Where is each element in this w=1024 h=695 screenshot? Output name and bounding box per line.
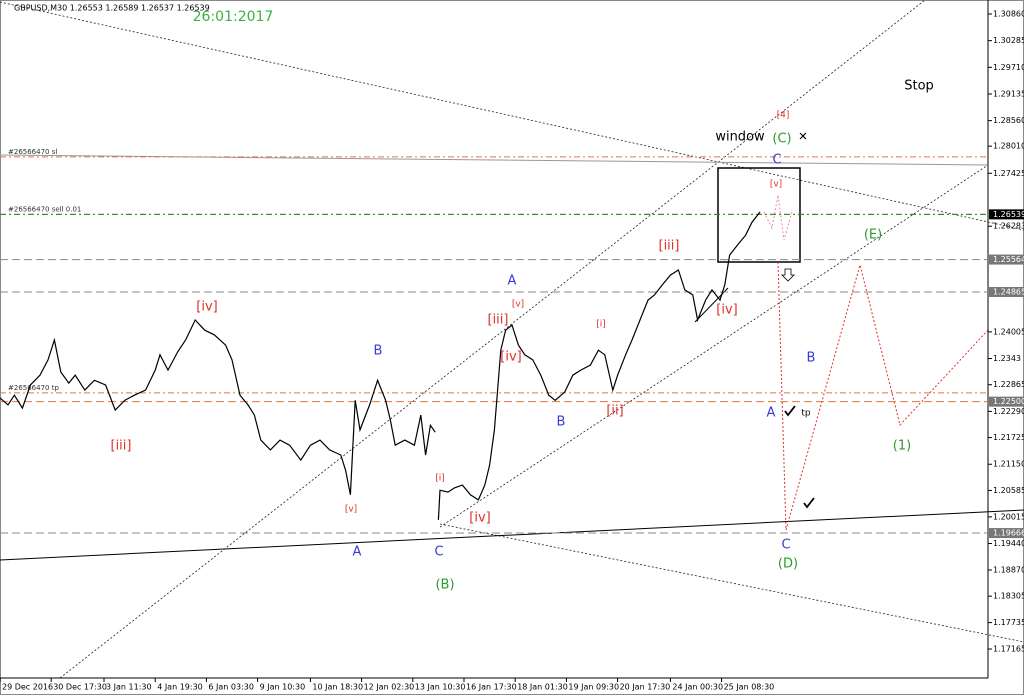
y-tick-label: 1.27425 [993, 169, 1024, 178]
wave-label: [iii] [111, 439, 132, 454]
trend-line [0, 1, 1024, 231]
y-tick-label: 1.24005 [993, 327, 1024, 336]
wave-label: C [781, 538, 790, 553]
level-label: 1.25564 [993, 255, 1024, 264]
level-badge [989, 209, 1024, 220]
wave-label: [v] [345, 505, 357, 515]
wave-label: B [557, 415, 566, 430]
wave-label: [4] [777, 111, 790, 121]
trend-line [439, 523, 1024, 643]
level-badge [989, 396, 1024, 407]
y-tick-label: 1.22865 [993, 380, 1024, 389]
wave-label: [i] [435, 474, 445, 484]
cross-icon [799, 132, 807, 140]
wave-label: B [807, 351, 816, 366]
wave-label: C [772, 153, 781, 168]
wave-label: window [715, 130, 765, 145]
y-tick-label: 1.20015 [993, 512, 1024, 521]
wave-label: (D) [778, 557, 798, 572]
y-tick-label: 1.26283 [993, 222, 1024, 231]
x-tick-label: 25 Jan 08:30 [724, 683, 775, 692]
x-tick-label: 4 Jan 19:30 [157, 683, 203, 692]
wave-label: A [508, 274, 517, 289]
wave-label: A [767, 406, 776, 421]
y-tick-label: 1.30860 [993, 10, 1024, 19]
check-icon [784, 405, 796, 417]
y-tick-label: 1.2343 [993, 354, 1021, 363]
x-tick-label: 24 Jan 00:30 [672, 683, 723, 692]
wave-label: (1) [893, 439, 911, 454]
y-tick-label: 1.17165 [993, 645, 1024, 654]
y-tick-label: 1.18305 [993, 592, 1024, 601]
level-badge [989, 254, 1024, 265]
y-tick-label: 1.20585 [993, 486, 1024, 495]
x-tick-label: 19 Jan 09:30 [568, 683, 619, 692]
y-tick-label: 1.29135 [993, 89, 1024, 98]
level-badge [989, 528, 1024, 539]
y-tick-label: 1.30285 [993, 36, 1024, 45]
x-tick-label: 20 Jan 17:30 [620, 683, 671, 692]
wave-label: [iv] [500, 350, 521, 365]
wave-label: [v] [512, 300, 524, 310]
chart-title: GBPUSD,M30 1.26553 1.26589 1.26537 1.265… [14, 4, 210, 13]
x-tick-label: 6 Jan 03:30 [208, 683, 254, 692]
x-tick-label: 13 Jan 10:30 [415, 683, 466, 692]
wave-label: (B) [435, 578, 454, 593]
x-tick-label: 29 Dec 2016 [2, 683, 53, 692]
channel-line [59, 0, 926, 679]
x-tick-label: 18 Jan 01:30 [517, 683, 568, 692]
level-label: 1.19666 [993, 529, 1024, 538]
arrow-icon [781, 268, 795, 282]
level-label: 1.22500 [993, 397, 1024, 406]
wave-label: [iii] [659, 239, 680, 254]
check-icon [803, 497, 815, 509]
y-tick-label: 1.29710 [993, 63, 1024, 72]
wave-label: (E) [864, 228, 882, 243]
wave-label: [iv] [469, 511, 490, 526]
wave-label: [iii] [488, 313, 509, 328]
wave-label: Stop [904, 79, 934, 94]
price-line [0, 211, 761, 520]
y-tick-label: 1.19440 [993, 539, 1024, 548]
y-tick-label: 1.28010 [993, 142, 1024, 151]
trend-line [0, 509, 1024, 561]
wave-label: [iv] [196, 300, 217, 315]
x-tick-label: 12 Jan 02:30 [364, 683, 415, 692]
y-tick-label: 1.22290 [993, 407, 1024, 416]
wave-label: (C) [772, 132, 791, 147]
y-tick-label: 1.17735 [993, 618, 1024, 627]
x-tick-label: 10 Jan 18:30 [312, 683, 363, 692]
level-label: 1.26539 [993, 210, 1024, 219]
y-tick-label: 1.21150 [993, 460, 1024, 469]
order-label: #26566470 tp [8, 384, 59, 392]
wave-label: [iv] [716, 303, 737, 318]
wave-label: [i] [596, 320, 606, 330]
wave-label: A [353, 545, 362, 560]
order-label: #26566470 sl [8, 148, 57, 156]
x-tick-label: 9 Jan 10:30 [260, 683, 306, 692]
order-label: #26566470 sell 0.01 [8, 205, 81, 213]
wave-label: C [434, 545, 443, 560]
wave-label: tp [801, 409, 811, 419]
x-tick-label: 3 Jan 11:30 [106, 683, 152, 692]
channel-line [439, 164, 989, 528]
wave-label: B [374, 344, 383, 359]
level-badge [989, 286, 1024, 297]
y-tick-label: 1.18870 [993, 565, 1024, 574]
window-box [717, 167, 801, 263]
x-tick-label: 16 Jan 17:30 [466, 683, 517, 692]
y-tick-label: 1.21725 [993, 433, 1024, 442]
wave-label: [ii] [606, 404, 623, 419]
y-tick-label: 1.28560 [993, 116, 1024, 125]
wave-label: [v] [770, 180, 782, 190]
x-tick-label: 30 Dec 17:30 [53, 683, 107, 692]
level-label: 1.24865 [993, 287, 1024, 296]
date-label: 26:01:2017 [193, 9, 274, 25]
